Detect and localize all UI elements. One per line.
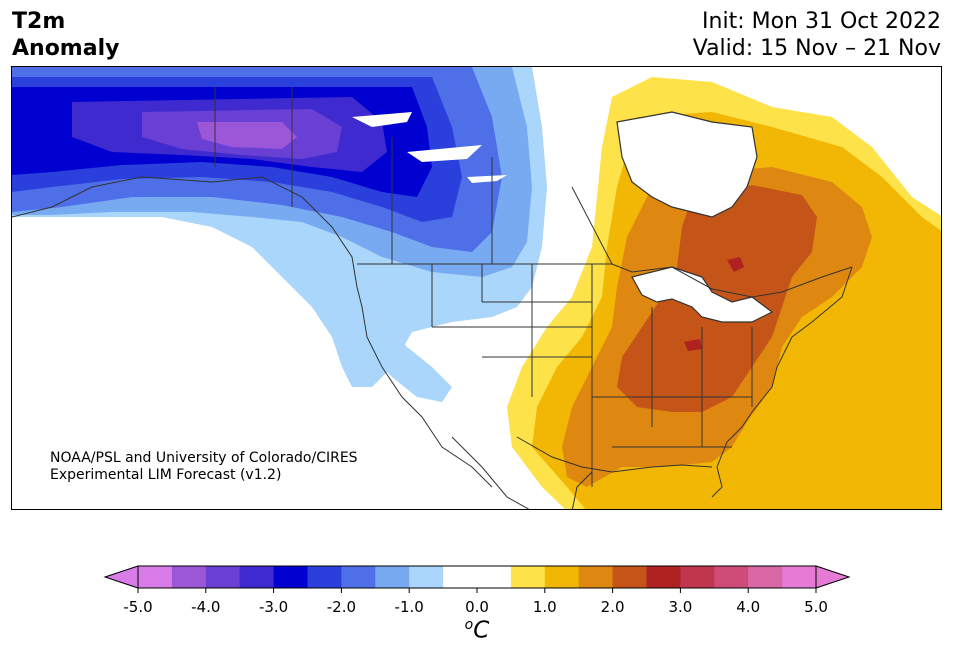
colorbar-ticks xyxy=(137,588,817,593)
colorbar-over-arrow xyxy=(815,565,851,589)
state-lines xyxy=(431,264,753,487)
hudson-bay xyxy=(616,111,758,218)
colorbar-tick-label: -1.0 xyxy=(394,598,424,616)
canada-provinces xyxy=(291,87,613,265)
colorbar-segment xyxy=(477,566,512,588)
units-celsius: C xyxy=(473,617,490,644)
colorbar-segment xyxy=(782,566,817,588)
political-boundaries xyxy=(12,87,853,509)
colorbar-segment xyxy=(510,566,546,588)
attribution: NOAA/PSL and University of Colorado/CIRE… xyxy=(50,450,358,484)
coastline-west xyxy=(12,176,493,488)
great-lakes xyxy=(631,266,774,323)
colorbar-tick-label: 0.0 xyxy=(465,598,489,616)
cold-shade-1b xyxy=(357,322,452,402)
title-line-2: Anomaly xyxy=(12,36,120,61)
colorbar xyxy=(103,565,851,593)
colorbar-tick-label: -2.0 xyxy=(326,598,357,616)
colorbar-segment xyxy=(205,566,241,588)
ice-sheet-3 xyxy=(467,175,507,183)
colorbar-tick-label: 1.0 xyxy=(532,598,557,616)
attribution-line-1: NOAA/PSL and University of Colorado/CIRE… xyxy=(50,450,358,466)
ice-sheet-2 xyxy=(407,145,482,162)
colorbar-tick-label: 2.0 xyxy=(600,598,625,616)
colorbar-tick-label: 3.0 xyxy=(668,598,693,616)
colorbar-tick-label: 5.0 xyxy=(804,598,828,616)
attribution-line-2: Experimental LIM Forecast (v1.2) xyxy=(50,467,282,483)
colorbar-segment xyxy=(544,566,580,588)
forecast-dates: Init: Mon 31 Oct 2022 Valid: 15 Nov – 21… xyxy=(693,8,941,62)
gulf-coast xyxy=(516,436,713,473)
title-line-1: T2m xyxy=(12,9,66,34)
colorbar-tick-label: 4.0 xyxy=(736,598,761,616)
map-panel: NOAA/PSL and University of Colorado/CIRE… xyxy=(11,66,942,510)
warm-shade-5a xyxy=(727,257,744,272)
colorbar-segment xyxy=(714,566,749,588)
colorbar-units: oC xyxy=(465,617,490,644)
colorbar-segment xyxy=(443,566,478,588)
colorbar-tick-label: -5.0 xyxy=(123,598,153,616)
mexico-coast xyxy=(451,436,593,509)
colorbar-under-arrow xyxy=(103,565,139,589)
units-degree: o xyxy=(464,617,474,633)
colorbar-segment xyxy=(748,566,783,588)
colorbar-segment xyxy=(680,566,715,588)
warm-shade-5b xyxy=(684,339,702,351)
us-canada-border xyxy=(357,263,853,298)
colorbar-segment xyxy=(409,566,444,588)
colorbar-segment xyxy=(138,566,173,588)
colorbar-tick-label: -3.0 xyxy=(258,598,289,616)
init-date: Init: Mon 31 Oct 2022 xyxy=(702,9,941,34)
colorbar-segment xyxy=(273,566,308,588)
colorbar-segment xyxy=(612,566,647,588)
colorbar-segment xyxy=(171,566,207,588)
colorbar-segment xyxy=(341,566,376,588)
colorbar-segment xyxy=(307,566,342,588)
map-title: T2m Anomaly xyxy=(12,8,119,62)
colorbar-segments xyxy=(138,566,817,588)
ice-sheet-1 xyxy=(352,112,412,127)
colorbar-segment xyxy=(375,566,410,588)
cold-anomaly-field xyxy=(12,67,547,402)
temperature-anomaly-map xyxy=(12,67,941,509)
colorbar-segment xyxy=(646,566,681,588)
colorbar-tick-label: -4.0 xyxy=(191,598,221,616)
colorbar-segment xyxy=(239,566,275,588)
coastline-east xyxy=(711,266,853,498)
cold-shade-8 xyxy=(197,122,297,149)
water-bodies xyxy=(352,111,774,323)
colorbar-segment xyxy=(578,566,614,588)
valid-range: Valid: 15 Nov – 21 Nov xyxy=(692,36,941,61)
